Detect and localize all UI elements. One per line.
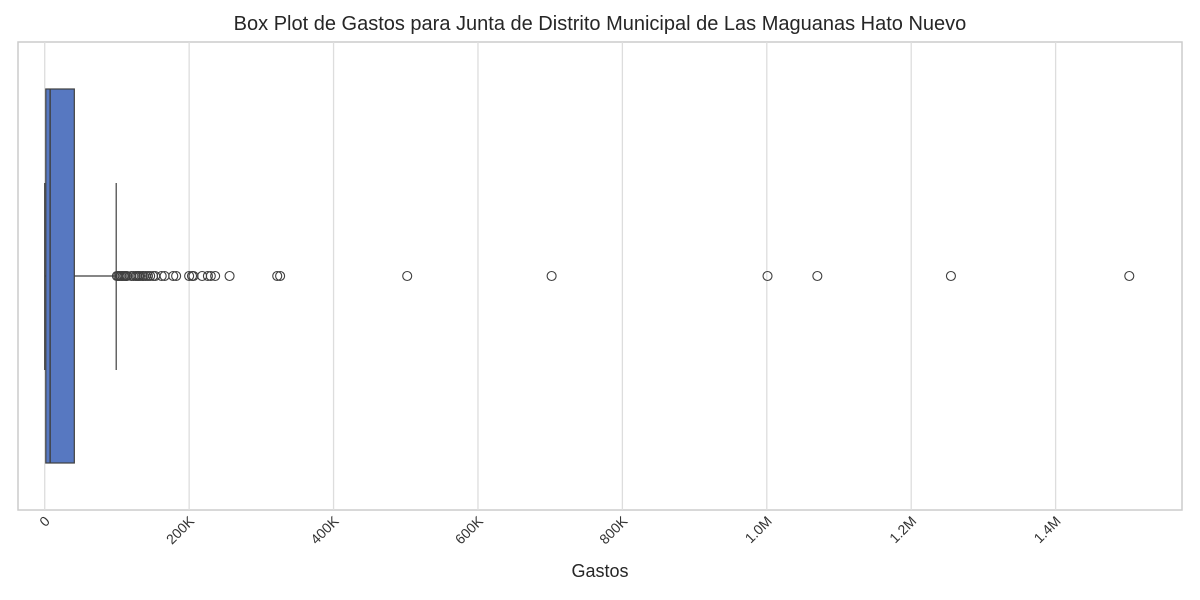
x-tick-label-6: 1.2M [886, 513, 919, 546]
chart-title: Box Plot de Gastos para Junta de Distrit… [233, 13, 967, 35]
outlier-point-29 [202, 270, 213, 282]
outlier-point-30 [205, 270, 216, 282]
x-tick-labels: 0 200K 400K 600K 800K 1.0M 1.2M 1.4M [36, 512, 1064, 547]
x-tick-label-5: 1.0M [742, 513, 775, 546]
x-tick-label-3: 600K [452, 512, 487, 547]
outlier-point-18 [145, 270, 156, 282]
outlier-points [111, 270, 1135, 282]
outlier-point-38 [812, 270, 823, 282]
plot-area [17, 41, 1183, 511]
outlier-point-34 [275, 270, 286, 282]
x-tick-label-0: 0 [36, 513, 53, 530]
outlier-point-33 [272, 270, 283, 282]
outlier-point-36 [546, 270, 557, 282]
outlier-point-37 [762, 270, 773, 282]
x-tick-label-4: 800K [596, 512, 631, 547]
x-axis-label: Gastos [571, 561, 629, 581]
x-tick-label-2: 400K [307, 512, 342, 547]
outlier-point-21 [156, 270, 167, 282]
outlier-point-39 [945, 270, 956, 282]
outlier-point-25 [184, 270, 195, 282]
x-tick-label-7: 1.4M [1030, 513, 1063, 546]
x-tick-label-1: 200K [163, 512, 198, 547]
outlier-point-24 [171, 270, 182, 282]
box-plot [44, 88, 117, 464]
outlier-point-31 [210, 270, 221, 282]
outlier-point-23 [168, 270, 179, 282]
outlier-point-32 [224, 270, 235, 282]
outlier-point-35 [402, 270, 413, 282]
outlier-point-40 [1124, 270, 1135, 282]
